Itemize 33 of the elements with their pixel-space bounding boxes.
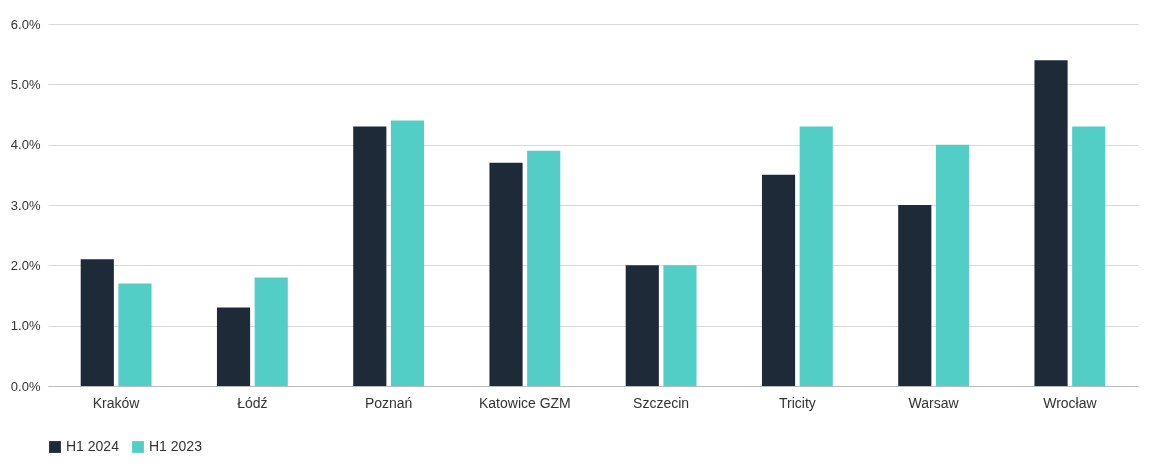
bar (527, 150, 561, 386)
bar (118, 283, 152, 386)
bar (625, 265, 659, 386)
bar (254, 277, 288, 386)
x-tick-label: Wrocław (1043, 394, 1098, 411)
bar (761, 174, 796, 386)
y-tick-label: 3.0% (10, 197, 41, 213)
y-tick-label: 4.0% (10, 137, 41, 153)
x-tick-label: Szczecin (633, 394, 690, 411)
bar (935, 144, 970, 386)
y-tick-label: 1.0% (10, 318, 41, 334)
bar (898, 205, 932, 386)
x-tick-label: Warsaw (908, 394, 960, 411)
x-tick-label: Poznań (364, 394, 413, 411)
bar (390, 120, 425, 386)
bar (1072, 126, 1106, 386)
legend-label: H1 2023 (149, 438, 203, 454)
y-tick-label: 0.0% (10, 378, 41, 394)
bar (216, 307, 251, 386)
y-tick-label: 2.0% (10, 257, 41, 273)
x-tick-label: Tricity (778, 394, 816, 411)
x-tick-label: Kraków (92, 394, 141, 411)
bar (80, 259, 114, 386)
bar (353, 126, 387, 386)
bar (489, 162, 523, 386)
bar (663, 265, 697, 386)
bar (1034, 60, 1068, 386)
bar (799, 126, 833, 386)
x-tick-label: Łódź (237, 394, 268, 411)
y-tick-label: 6.0% (10, 16, 41, 32)
legend-label: H1 2024 (66, 438, 120, 454)
x-tick-label: Katowice GZM (478, 394, 571, 411)
y-tick-label: 5.0% (10, 76, 41, 92)
